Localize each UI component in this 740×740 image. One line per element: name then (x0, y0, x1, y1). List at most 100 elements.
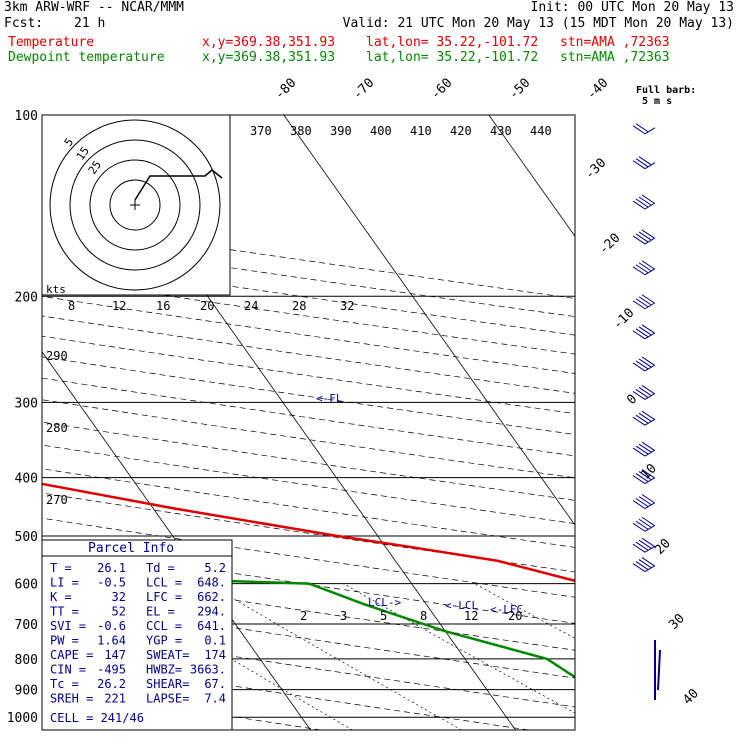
legend-temperature: Temperature (8, 35, 95, 50)
pressure-label: 500 (15, 530, 38, 545)
parcel-param-value: 32 (112, 590, 126, 604)
wind-barb-flag (635, 445, 649, 455)
wind-barb (632, 356, 656, 372)
wind-barb-staff (644, 268, 656, 276)
lcl-annotation: LCL-> (368, 596, 401, 609)
hodo-speed-axis-label: 8 (68, 299, 75, 313)
parcel-param-label: K = (50, 590, 72, 604)
mixing-ratio-line (593, 584, 740, 730)
wind-barb-flag (635, 298, 649, 308)
wind-barb-staff (644, 202, 656, 210)
wind-barb-flag (638, 231, 652, 241)
wind-barb-flag (635, 328, 649, 338)
wind-barb-flag (635, 473, 649, 483)
isotherm (42, 351, 311, 730)
wind-barb-flag (641, 324, 655, 334)
theta-label: 380 (290, 124, 312, 138)
parcel-param-value: 641. (197, 619, 226, 633)
parcel-param-value: 174 (204, 648, 226, 662)
parcel-param-label: HWBZ= (146, 663, 182, 677)
mixing-ratio-label: 8 (420, 609, 427, 623)
wind-barb-flag (641, 356, 655, 366)
temp-tick-label: -60 (428, 76, 455, 103)
pressure-label: 400 (15, 472, 38, 487)
pressure-label: 800 (15, 653, 38, 668)
temp-tick-label: -80 (272, 76, 299, 103)
wind-barb-staff (644, 302, 656, 310)
wind-barb-flag (638, 443, 652, 453)
temp-tick-label: -20 (596, 231, 623, 258)
full-barb-units: 5 m s (642, 96, 672, 107)
wind-barb-flag (638, 518, 652, 528)
temp-tick-label: 10 (638, 461, 660, 483)
wind-barb (632, 441, 656, 457)
theta-label: 280 (46, 421, 68, 435)
hodograph-ring (69, 139, 201, 271)
parcel-param-value: 662. (197, 590, 226, 604)
parcel-info-title: Parcel Info (88, 541, 174, 556)
parcel-param-value: 1.64 (97, 634, 126, 648)
wind-barb-flag (632, 522, 646, 532)
wind-barb-flag (638, 471, 652, 481)
hodograph-ring (109, 179, 161, 231)
theta-label: 270 (46, 493, 68, 507)
parcel-cell-value: CELL = 241/46 (50, 711, 144, 725)
wind-barb-flag (635, 541, 649, 551)
wind-barb (632, 469, 656, 485)
hodograph-ring-label: 15 (74, 144, 92, 162)
wind-barb (632, 385, 656, 400)
wind-barb-flag (632, 266, 646, 276)
wind-barb (632, 557, 656, 573)
wind-barb-flag (635, 123, 649, 133)
wind-barb (632, 410, 656, 426)
wind-barb-flag (635, 360, 649, 370)
parcel-info-box (41, 539, 233, 731)
wind-barb-flag (638, 539, 652, 549)
wind-barb-flag (641, 260, 655, 270)
parcel-param-value: 26.1 (97, 561, 126, 575)
wind-barb-staff (644, 364, 656, 372)
wind-barb-flag (638, 358, 652, 368)
hodograph-kts-label: kts (46, 283, 66, 296)
temp-tick-label: -10 (610, 306, 637, 333)
dewpoint-profile (42, 574, 575, 679)
hodo-speed-axis-label: 28 (292, 299, 306, 313)
parcel-param-value: 294. (197, 605, 226, 619)
hodograph-trace (134, 169, 223, 201)
wind-barb-flag (632, 416, 646, 426)
theta-label: 290 (46, 349, 68, 363)
wind-barb-flag (635, 158, 649, 168)
latlon-temperature: lat,lon= 35.22,-101.72 (366, 35, 539, 50)
wind-barb-flag (641, 194, 655, 204)
fcst-label: Fcst: (4, 16, 44, 31)
low-level-wind-barbs (654, 640, 661, 700)
wind-barb (632, 194, 656, 210)
wind-barb-flag (632, 330, 646, 340)
mixing-ratio-line (343, 583, 575, 714)
wind-barb-flag (632, 500, 646, 509)
parcel-param-label: Td = (146, 561, 175, 575)
parcel-param-value: -0.6 (97, 619, 126, 633)
parcel-param-label: CIN = (50, 663, 86, 677)
parcel-param-label: CCL = (146, 619, 182, 633)
parcel-param-value: 3663. (190, 663, 226, 677)
wind-barb-flag (632, 475, 646, 485)
wind-barb (632, 494, 656, 509)
wind-barb-flag (632, 543, 646, 553)
wind-barb-flag (635, 414, 649, 424)
wind-barb-staff (644, 502, 656, 509)
wind-barb (632, 260, 656, 276)
stn-dewpoint: stn=AMA ,72363 (560, 50, 670, 65)
pressure-label: 600 (15, 578, 38, 593)
hodo-speed-axis-label: 32 (340, 299, 354, 313)
wind-barb-flag (632, 563, 646, 573)
temp-tick-label: 40 (680, 686, 702, 708)
wind-barb-staff (644, 393, 656, 400)
parcel-param-label: YGP = (146, 634, 182, 648)
temp-tick-label: 30 (666, 611, 688, 633)
parcel-param-value: -0.5 (97, 576, 126, 590)
pressure-label: 900 (15, 684, 38, 699)
dry-adiabat (42, 517, 575, 598)
wind-barb-staff (644, 477, 656, 485)
